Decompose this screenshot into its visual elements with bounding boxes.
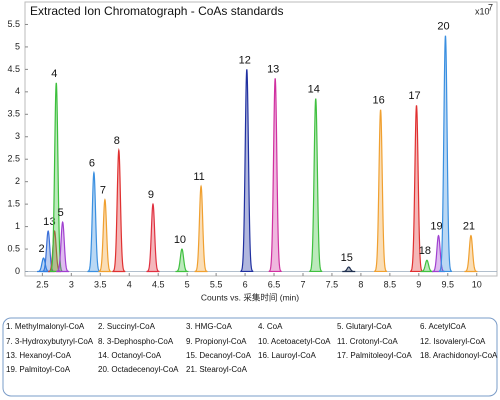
- y-tick-label: 4.5: [7, 64, 20, 74]
- legend-entry: 18. Arachidonoyl-CoA: [420, 351, 498, 360]
- x-tick-label: 9: [416, 279, 421, 289]
- y-tick-label: 3: [15, 131, 20, 141]
- peak-label: 21: [463, 220, 475, 232]
- peak-label: 16: [372, 95, 384, 107]
- peak: [309, 98, 323, 273]
- legend-entry: 10. Acetoacetyl-CoA: [258, 337, 331, 346]
- peak-label: 6: [89, 158, 95, 170]
- legend-entry: 16. Lauroyl-CoA: [258, 351, 316, 360]
- legend-entry: 7. 3-Hydroxybutyryl-CoA: [6, 337, 94, 346]
- peak-label: 4: [51, 68, 57, 80]
- y-tick-label: 2.5: [7, 154, 20, 164]
- peak: [87, 170, 101, 273]
- legend-entry: 11. Crotonyl-CoA: [337, 337, 398, 346]
- x-tick-label: 4.5: [152, 279, 165, 289]
- y-multiplier: x10: [475, 6, 490, 16]
- peak: [37, 257, 51, 273]
- x-tick-label: 2.5: [36, 279, 49, 289]
- y-tick-label: 5: [15, 41, 20, 51]
- legend-box: [2, 317, 498, 397]
- legend-entry: 6. AcetylCoA: [420, 322, 466, 331]
- peak-label: 19: [430, 220, 442, 232]
- peak-label: 2: [38, 243, 44, 255]
- peak-label: 12: [239, 54, 251, 66]
- x-tick-label: 5.5: [210, 279, 223, 289]
- x-tick-label: 6.5: [268, 279, 281, 289]
- legend-entry: 8. 3-Dephospho-CoA: [98, 337, 174, 346]
- peak: [98, 198, 112, 273]
- peak: [41, 230, 55, 273]
- x-tick-label: 10: [472, 279, 482, 289]
- legend-entry: 14. Octanoyl-CoA: [98, 351, 162, 360]
- legend-entry: 15. Decanoyl-CoA: [186, 351, 252, 360]
- legend-entry: 20. Octadecenoyl-CoA: [98, 365, 179, 374]
- peak-label: 9: [148, 189, 154, 201]
- x-tick-label: 6: [243, 279, 248, 289]
- peak: [48, 230, 62, 273]
- x-axis-label: Counts vs. 采集时间 (min): [201, 292, 299, 302]
- legend-entry: 21. Stearoyl-CoA: [186, 365, 248, 374]
- peak-label: 13: [267, 63, 279, 75]
- y-tick-label: 5.5: [7, 19, 20, 29]
- y-tick-label: 1.5: [7, 199, 20, 209]
- peak: [49, 82, 63, 273]
- legend-entry: 3. HMG-CoA: [186, 322, 232, 331]
- peak: [374, 109, 388, 273]
- x-tick-label: 5: [185, 279, 190, 289]
- peak: [146, 202, 160, 273]
- legend-entry: 2. Succinyl-CoA: [98, 322, 156, 331]
- chart-title: Extracted Ion Chromatograph - CoAs stand…: [30, 4, 283, 18]
- legend-entry: 17. Palmitoleoyl-CoA: [337, 351, 412, 360]
- legend-entry: 12. Isovaleryl-CoA: [420, 337, 486, 346]
- peak: [175, 248, 189, 273]
- peak-label: 3: [49, 216, 55, 228]
- peak-label: 14: [308, 83, 320, 95]
- x-tick-label: 8: [358, 279, 363, 289]
- peak: [342, 266, 356, 273]
- y-tick-label: 1: [15, 221, 20, 231]
- peak-label: 10: [174, 234, 186, 246]
- peak-label: 5: [58, 207, 64, 219]
- y-multiplier-exponent: 7: [488, 2, 493, 12]
- y-tick-label: 4: [15, 86, 20, 96]
- peak: [240, 69, 254, 273]
- legend-entry: 19. Palmitoyl-CoA: [6, 365, 71, 374]
- legend-entry: 9. Propionyl-CoA: [186, 337, 247, 346]
- peak-label: 15: [341, 252, 353, 264]
- peak: [194, 184, 208, 273]
- peak-label: 11: [193, 171, 204, 183]
- peak: [438, 35, 453, 273]
- peak-label: 7: [100, 185, 106, 197]
- peak-label: 18: [419, 245, 431, 257]
- peak: [464, 234, 478, 273]
- peak: [56, 221, 70, 273]
- x-tick-label: 4: [127, 279, 132, 289]
- peak-label: 20: [437, 21, 449, 33]
- legend-entry: 13. Hexanoyl-CoA: [6, 351, 72, 360]
- y-tick-label: 0.5: [7, 243, 20, 253]
- x-tick-label: 9.5: [442, 279, 455, 289]
- x-tick-label: 3: [69, 279, 74, 289]
- y-tick-label: 3.5: [7, 109, 20, 119]
- legend-entry: 5. Glutaryl-CoA: [337, 322, 392, 331]
- peak: [420, 259, 434, 273]
- peak: [112, 147, 126, 273]
- y-tick-label: 2: [15, 176, 20, 186]
- x-tick-label: 7: [300, 279, 305, 289]
- legend-entry: 1. Methylmalonyl-CoA: [6, 322, 85, 331]
- peak: [431, 234, 446, 273]
- x-tick-label: 7.5: [326, 279, 339, 289]
- x-tick-label: 8.5: [384, 279, 397, 289]
- y-tick-label: 0: [15, 266, 20, 276]
- legend-entry: 4. CoA: [258, 322, 283, 331]
- peak-label: 17: [408, 90, 420, 102]
- x-tick-label: 3.5: [94, 279, 107, 289]
- peak-label: 8: [114, 135, 120, 147]
- peak-label: 1: [43, 216, 49, 228]
- plot-frame: [24, 1, 498, 277]
- peak: [409, 105, 424, 273]
- peak: [268, 78, 282, 273]
